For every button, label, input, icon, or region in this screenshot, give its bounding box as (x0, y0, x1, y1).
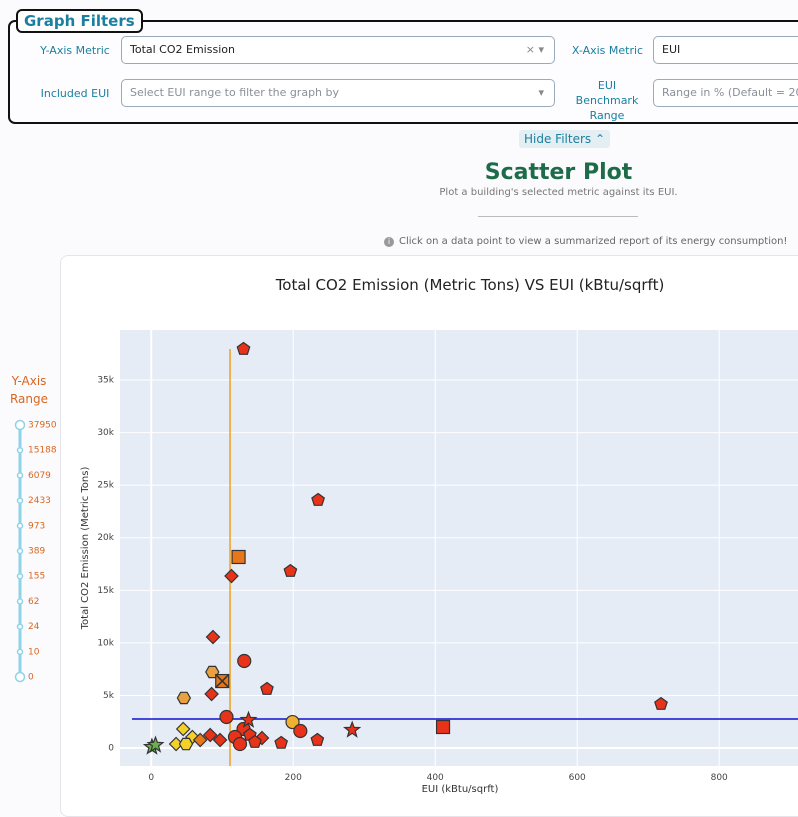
divider (478, 216, 638, 217)
x-metric-select[interactable]: EUI (653, 36, 798, 64)
data-point[interactable] (283, 563, 298, 577)
data-point[interactable] (654, 696, 668, 710)
x-axis-label: EUI (kBtu/sqrft) (422, 784, 499, 795)
data-point[interactable] (310, 732, 325, 746)
y-tick-label: 30k (97, 428, 114, 438)
data-point[interactable] (176, 691, 192, 705)
x-tick-label: 200 (285, 773, 302, 783)
page-subtitle: Plot a building's selected metric agains… (439, 187, 678, 198)
slider-value: 6079 (28, 471, 51, 481)
x-tick-label: 0 (148, 773, 154, 783)
info-text: Click on a data point to view a summariz… (399, 236, 788, 247)
slider-dot (16, 598, 24, 605)
point-cross (215, 674, 230, 689)
included-select[interactable]: Select EUI range to filter the graph by ▾ (121, 79, 555, 107)
data-point[interactable] (175, 721, 191, 737)
slider-dot (16, 446, 24, 454)
slider-value: 62 (28, 597, 39, 607)
x-tick-label: 600 (569, 773, 586, 783)
dropdown-icons[interactable]: × ▾ (525, 43, 544, 56)
page: {"filters": {"title": "Graph Filters", "… (0, 9, 798, 817)
data-point[interactable] (192, 732, 208, 748)
data-point[interactable] (293, 723, 308, 739)
x-metric-value: EUI (662, 43, 681, 56)
slider-value: 389 (28, 547, 45, 557)
y-axis-label: Total CO2 Emission (Metric Tons) (80, 467, 91, 631)
panel-title: Graph Filters (16, 9, 143, 33)
y-metric-select[interactable]: Total CO2 Emission × ▾ (121, 36, 555, 64)
y-metric-value: Total CO2 Emission (130, 43, 235, 56)
x-tick-label: 400 (427, 773, 444, 783)
chart-title: Total CO2 Emission (Metric Tons) VS EUI … (275, 276, 665, 294)
slider-dot (16, 547, 24, 555)
slider-value: 2433 (28, 496, 51, 506)
scatter-chart: Total CO2 Emission (Metric Tons) VS EUI … (80, 276, 798, 795)
hide-filters-text: Hide Filters (524, 132, 592, 146)
slider-value: 15188 (28, 446, 57, 456)
data-point[interactable] (202, 727, 218, 743)
benchmark-label: EUI Benchmark Range (575, 79, 639, 122)
slider-value: 37950 (28, 421, 57, 431)
slider-dot (16, 572, 24, 580)
y-range-slider[interactable]: 37950 15188 6079 2433 973 389 155 62 24 10 0 (0, 410, 60, 690)
data-point[interactable] (236, 341, 251, 355)
slider-dot (16, 648, 24, 656)
data-point[interactable] (247, 734, 262, 748)
x-tick-label: 800 (711, 773, 728, 783)
data-point[interactable] (260, 681, 274, 695)
slider-value: 155 (28, 572, 45, 582)
data-point[interactable] (311, 492, 326, 506)
data-point[interactable] (237, 653, 252, 669)
included-placeholder: Select EUI range to filter the graph by (130, 86, 340, 99)
slider-dot (16, 522, 24, 530)
page-title: Scatter Plot (484, 160, 633, 185)
slider-dot (16, 472, 24, 479)
y-metric-label: Y-Axis Metric (40, 44, 110, 57)
x-metric-label: X-Axis Metric (571, 44, 644, 57)
slider-value: 973 (28, 521, 45, 531)
y-tick-label: 35k (97, 376, 114, 386)
data-point[interactable] (343, 720, 362, 738)
hide-filters-button[interactable]: Hide Filters ⌃ (519, 130, 611, 148)
data-point[interactable] (205, 629, 221, 645)
data-point[interactable] (219, 709, 234, 725)
slider-value: 0 (28, 673, 34, 683)
slider-dot (16, 497, 24, 504)
data-point[interactable] (239, 710, 258, 728)
data-point[interactable] (146, 735, 165, 753)
data-point[interactable] (178, 737, 194, 751)
benchmark-placeholder: Range in % (Default = 20) (662, 86, 798, 99)
data-point[interactable] (231, 549, 246, 565)
included-label: Included EUI (40, 87, 110, 100)
info-note: i Click on a data point to view a summari… (384, 236, 787, 247)
y-tick-label: 20k (97, 533, 114, 543)
data-point[interactable] (204, 686, 219, 702)
plot-area (120, 330, 798, 766)
y-tick-label: 15k (97, 586, 114, 596)
data-point[interactable] (285, 714, 300, 730)
y-tick-label: 0 (108, 744, 114, 754)
data-point[interactable] (435, 719, 451, 735)
y-tick-label: 25k (97, 481, 114, 491)
dropdown-icon[interactable]: ▾ (538, 86, 544, 99)
data-point[interactable] (224, 568, 239, 584)
slider-dot (16, 623, 24, 630)
slider-title: Y-Axis Range (9, 374, 49, 406)
y-tick-label: 5k (103, 691, 115, 701)
data-point[interactable] (212, 732, 228, 748)
slider-handle[interactable] (14, 419, 26, 431)
slider-value: 24 (28, 622, 40, 632)
slider-value: 10 (28, 647, 40, 657)
slider-handle[interactable] (14, 671, 26, 683)
y-tick-label: 10k (97, 638, 114, 648)
benchmark-input[interactable]: Range in % (Default = 20) (653, 79, 798, 107)
data-point[interactable] (274, 735, 289, 749)
data-point[interactable] (232, 736, 248, 752)
